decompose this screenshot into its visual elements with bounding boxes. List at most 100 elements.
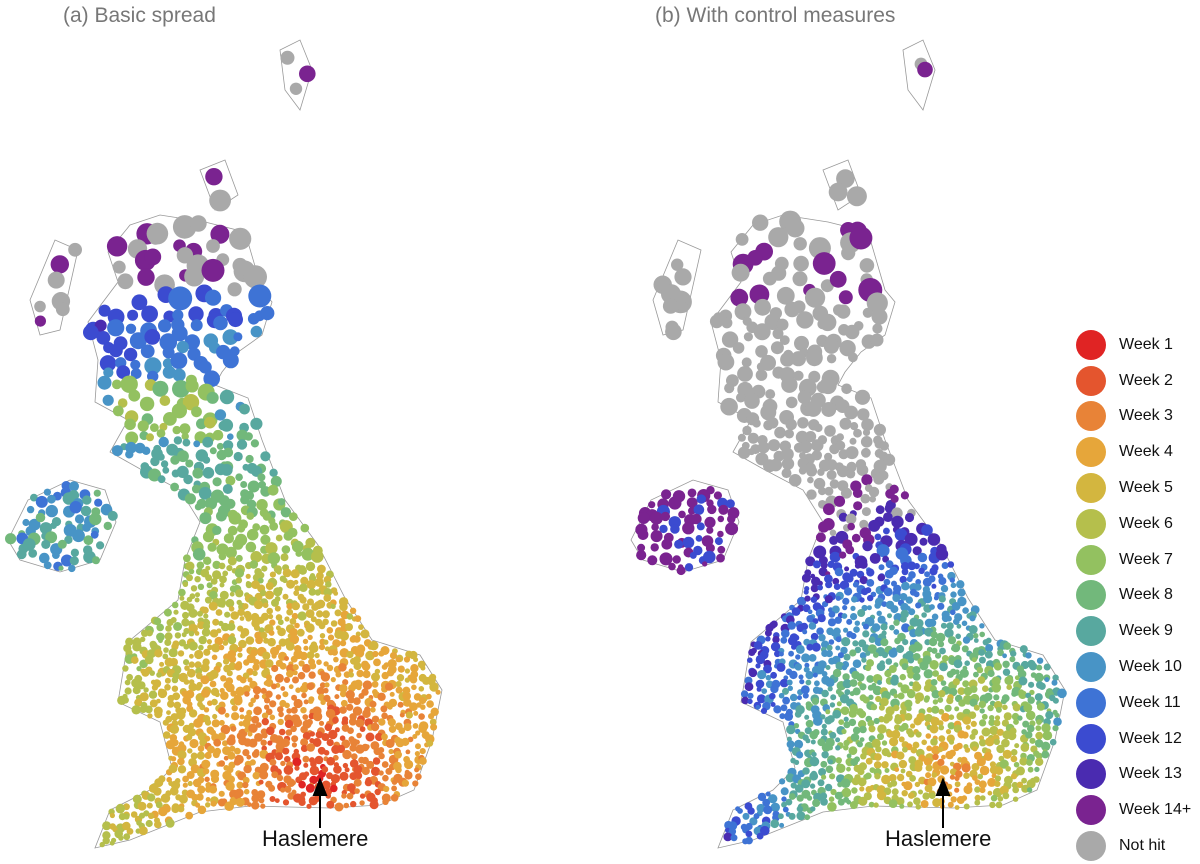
district-marker	[335, 671, 342, 678]
district-marker	[763, 805, 773, 815]
district-marker	[123, 347, 138, 362]
district-marker	[162, 804, 171, 813]
district-marker	[752, 214, 769, 231]
district-marker	[429, 718, 437, 726]
district-marker	[952, 678, 960, 686]
legend-label: Week 14+	[1119, 801, 1192, 819]
district-marker	[167, 700, 175, 708]
district-marker	[985, 644, 994, 652]
district-marker	[924, 571, 931, 578]
district-marker	[290, 655, 298, 663]
district-marker	[326, 739, 334, 747]
district-marker	[349, 744, 357, 752]
district-marker	[323, 687, 329, 694]
district-marker	[62, 492, 76, 505]
district-marker	[132, 686, 141, 695]
district-marker	[277, 498, 286, 506]
district-marker	[164, 684, 171, 691]
district-marker	[897, 692, 905, 700]
district-marker	[843, 721, 851, 729]
district-marker	[359, 800, 365, 806]
district-marker	[907, 561, 917, 571]
district-marker	[906, 706, 912, 712]
district-marker	[309, 775, 318, 785]
district-marker	[139, 705, 148, 713]
district-marker	[954, 669, 960, 675]
district-marker	[419, 748, 426, 755]
district-marker	[841, 246, 856, 261]
district-marker	[888, 799, 898, 808]
district-marker	[765, 389, 776, 400]
district-marker	[1016, 781, 1024, 788]
district-marker	[962, 636, 971, 644]
district-marker	[256, 499, 268, 511]
district-marker	[849, 691, 855, 697]
district-marker	[144, 655, 154, 665]
district-marker	[854, 620, 860, 626]
district-marker	[300, 523, 310, 533]
district-marker	[230, 690, 237, 697]
district-marker	[883, 717, 890, 724]
district-marker	[202, 436, 214, 448]
district-marker	[172, 368, 186, 382]
district-marker	[341, 719, 349, 726]
district-marker	[838, 290, 853, 305]
district-marker	[832, 668, 842, 678]
district-marker	[792, 300, 806, 314]
district-marker	[849, 649, 857, 657]
district-marker	[242, 781, 249, 789]
district-marker	[246, 499, 257, 510]
district-marker	[265, 674, 272, 681]
district-marker	[994, 766, 1004, 775]
district-marker	[300, 707, 307, 714]
district-marker	[1018, 676, 1028, 686]
district-marker	[370, 722, 380, 732]
district-marker	[223, 447, 234, 458]
district-marker	[889, 737, 899, 747]
district-marker	[769, 692, 776, 700]
district-marker	[314, 652, 320, 659]
district-marker	[245, 454, 254, 464]
district-marker	[94, 319, 107, 332]
district-marker	[412, 723, 419, 729]
district-marker	[265, 690, 273, 698]
district-marker	[647, 555, 658, 566]
district-marker	[102, 837, 110, 845]
district-marker	[1005, 766, 1011, 772]
district-marker	[899, 803, 905, 809]
district-marker	[280, 686, 286, 691]
district-marker	[248, 738, 258, 748]
district-marker	[840, 778, 851, 788]
district-marker	[353, 635, 361, 643]
district-marker	[815, 532, 826, 543]
district-marker	[185, 733, 193, 741]
district-marker	[809, 771, 819, 781]
district-marker	[674, 268, 692, 286]
district-marker	[899, 709, 907, 716]
district-marker	[846, 766, 851, 772]
district-marker	[311, 550, 324, 563]
haslemere-label-b: Haslemere	[885, 826, 992, 851]
district-marker	[206, 582, 213, 589]
district-marker	[747, 249, 763, 266]
district-marker	[109, 840, 115, 846]
district-marker	[190, 319, 203, 332]
district-marker	[173, 701, 181, 709]
district-marker	[302, 603, 310, 611]
district-marker	[381, 761, 389, 768]
district-marker	[287, 792, 295, 800]
district-marker	[734, 303, 752, 320]
district-marker	[1017, 715, 1023, 721]
district-marker	[839, 340, 856, 357]
district-marker	[145, 819, 153, 828]
district-marker	[43, 488, 52, 496]
district-marker	[354, 739, 360, 745]
district-marker	[22, 518, 30, 527]
district-marker	[203, 370, 220, 388]
district-marker	[188, 623, 198, 634]
district-marker	[401, 779, 409, 787]
district-marker	[687, 488, 697, 498]
district-marker	[69, 481, 79, 492]
district-marker	[183, 659, 190, 666]
district-marker	[319, 633, 326, 639]
